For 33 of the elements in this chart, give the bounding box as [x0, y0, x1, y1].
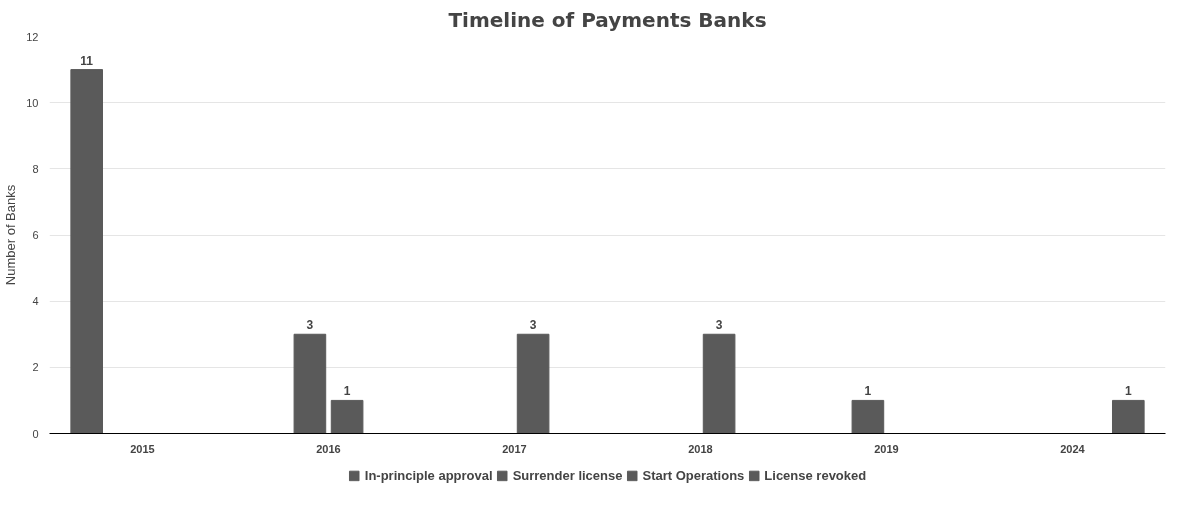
x-tick-label: 2019	[874, 442, 899, 455]
y-tick-label: 2	[32, 361, 39, 374]
legend-label: Surrender license	[512, 467, 623, 483]
x-tick-label: 2017	[502, 442, 527, 455]
y-tick-label: 10	[26, 96, 39, 109]
x-tick-label: 2018	[688, 442, 713, 455]
y-tick-label: 0	[32, 427, 39, 440]
data-label: 3	[715, 318, 723, 333]
x-tick-label: 2016	[316, 442, 341, 455]
data-label: 1	[343, 384, 351, 399]
legend-label: Start Operations	[642, 467, 745, 483]
bar	[851, 399, 885, 434]
bar	[702, 333, 736, 434]
bar	[293, 333, 327, 434]
legend-label: License revoked	[764, 467, 867, 483]
data-label: 3	[306, 318, 314, 333]
y-tick-label: 6	[32, 229, 39, 241]
legend-label: In-principle approval	[364, 467, 493, 483]
bar	[70, 69, 104, 434]
data-label: 11	[80, 53, 94, 68]
x-tick-label: 2015	[130, 442, 155, 455]
y-tick-label: 4	[32, 295, 39, 308]
bar	[516, 333, 550, 434]
data-label: 3	[529, 318, 537, 333]
data-label: 1	[1124, 384, 1132, 399]
y-tick-label: 8	[32, 162, 39, 175]
x-tick-label: 2024	[1060, 442, 1086, 455]
y-tick-label: 12	[26, 30, 39, 43]
data-label: 1	[864, 384, 872, 399]
bar	[1111, 399, 1145, 434]
bar	[330, 399, 364, 434]
y-axis-title: Number of Banks	[3, 184, 19, 286]
chart-title: Timeline of Payments Banks	[448, 7, 767, 32]
